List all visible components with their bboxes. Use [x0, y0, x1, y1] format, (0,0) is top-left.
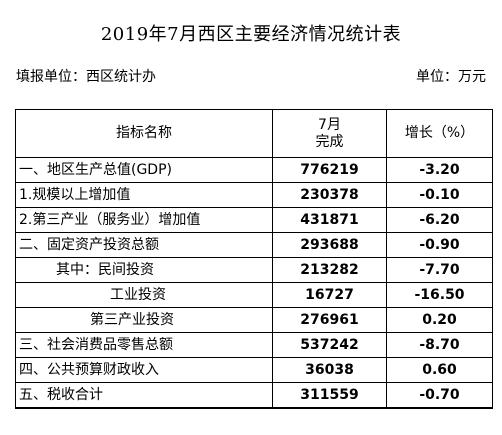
table-row: 四、公共预算财政收入 36038 0.60 — [15, 357, 493, 383]
page-title: 2019年7月西区主要经济情况统计表 — [100, 24, 402, 45]
table-row: 五、税收合计 311559 -0.70 — [15, 382, 493, 409]
row-value: 293688 — [272, 232, 387, 258]
row-value: 776219 — [272, 157, 387, 183]
row-value: 431871 — [272, 207, 387, 233]
row-growth: -8.70 — [386, 332, 493, 358]
statistics-table: 指标名称 7月 完成 增长（%） 一、地区生产总值(GDP) 776219 -3… — [15, 109, 493, 409]
row-name: 工业投资 — [15, 282, 273, 308]
table-row: 其中：民间投资 213282 -7.70 — [15, 257, 493, 283]
table-row: 三、社会消费品零售总额 537242 -8.70 — [15, 332, 493, 358]
row-growth: -0.70 — [386, 382, 493, 409]
header-period-completed: 7月 完成 — [272, 109, 387, 158]
row-growth: -0.90 — [386, 232, 493, 258]
row-name: 一、地区生产总值(GDP) — [15, 157, 273, 183]
row-growth: -16.50 — [386, 282, 493, 308]
unit-label: 单位：万元 — [416, 69, 486, 85]
row-name: 第三产业投资 — [15, 307, 273, 333]
row-growth: 0.60 — [386, 357, 493, 383]
row-value: 213282 — [272, 257, 387, 283]
row-name: 五、税收合计 — [15, 382, 273, 409]
header-indicator-name: 指标名称 — [15, 109, 273, 158]
row-growth: -6.20 — [386, 207, 493, 233]
row-value: 36038 — [272, 357, 387, 383]
table-row: 2.第三产业（服务业）增加值 431871 -6.20 — [15, 207, 493, 233]
header-period-month: 7月 — [318, 116, 341, 133]
row-growth: -3.20 — [386, 157, 493, 183]
row-name: 四、公共预算财政收入 — [15, 357, 273, 383]
row-value: 230378 — [272, 182, 387, 208]
row-name: 1.规模以上增加值 — [15, 182, 273, 208]
row-growth: -7.70 — [386, 257, 493, 283]
row-growth: 0.20 — [386, 307, 493, 333]
header-period-done: 完成 — [315, 133, 344, 150]
table-row: 第三产业投资 276961 0.20 — [15, 307, 493, 333]
header-growth: 增长（%） — [386, 109, 493, 158]
table-row: 1.规模以上增加值 230378 -0.10 — [15, 182, 493, 208]
table-row: 工业投资 16727 -16.50 — [15, 282, 493, 308]
row-value: 276961 — [272, 307, 387, 333]
row-name: 二、固定资产投资总额 — [15, 232, 273, 258]
row-growth: -0.10 — [386, 182, 493, 208]
row-name: 三、社会消费品零售总额 — [15, 332, 273, 358]
row-value: 16727 — [272, 282, 387, 308]
table-header-row: 指标名称 7月 完成 增长（%） — [15, 109, 493, 158]
row-name: 其中：民间投资 — [15, 257, 273, 283]
table-row: 二、固定资产投资总额 293688 -0.90 — [15, 232, 493, 258]
row-value: 311559 — [272, 382, 387, 409]
reporting-unit-label: 填报单位：西区统计办 — [16, 69, 156, 85]
row-value: 537242 — [272, 332, 387, 358]
table-row: 一、地区生产总值(GDP) 776219 -3.20 — [15, 157, 493, 183]
row-name: 2.第三产业（服务业）增加值 — [15, 207, 273, 233]
